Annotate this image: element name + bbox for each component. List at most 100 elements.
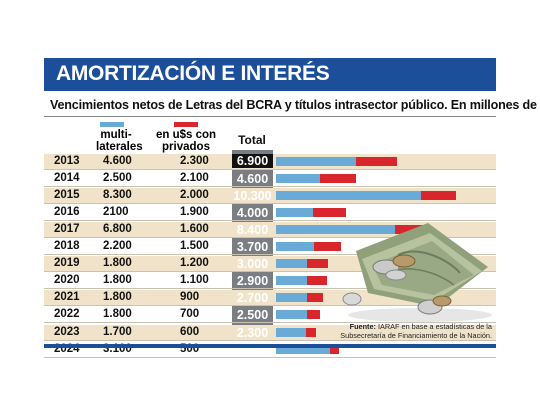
- table-row: 2017 6.800 1.600 8.400: [44, 222, 496, 239]
- row-divider: [44, 186, 496, 188]
- row-divider: [44, 169, 496, 170]
- table-row: 2013 4.600 2.300 6.900: [44, 154, 496, 170]
- year-label: 2016: [54, 206, 80, 219]
- legend-total: Total: [238, 133, 266, 147]
- bar-privados: [394, 225, 423, 235]
- year-label: 2015: [54, 189, 80, 202]
- bar-multilaterales: [276, 208, 313, 218]
- privados-value: 600: [180, 325, 200, 338]
- table-row: 2016 2100 1.900 4.000: [44, 205, 496, 222]
- year-label: 2023: [54, 325, 80, 338]
- row-divider: [44, 356, 496, 358]
- bar-privados: [307, 276, 327, 286]
- source-note: Fuente: IARAF en base a estadísticas de …: [330, 322, 492, 340]
- legend-privados-line1: en u$s con: [155, 129, 217, 141]
- row-divider: [44, 220, 496, 222]
- bar-privados: [307, 259, 329, 269]
- bar-multilaterales: [276, 327, 306, 337]
- bar-multilaterales: [276, 276, 308, 286]
- year-label: 2021: [54, 291, 80, 304]
- table-row: 2023 1.700 600 2.300: [44, 324, 496, 341]
- total-value: 2.500: [236, 308, 269, 323]
- total-value: 4.600: [236, 172, 269, 187]
- total-value: 3.000: [236, 257, 269, 272]
- bar-multilaterales: [276, 293, 308, 303]
- row-divider: [44, 305, 496, 307]
- year-label: 2013: [54, 155, 80, 167]
- multilaterales-value: 1.800: [103, 257, 132, 270]
- privados-value: 900: [180, 291, 200, 304]
- privados-value: 1.600: [180, 223, 209, 236]
- privados-value: 1.100: [180, 274, 209, 287]
- legend-multilaterales-line1: multi-: [100, 129, 132, 141]
- row-divider: [44, 339, 496, 341]
- bar-multilaterales: [276, 174, 320, 184]
- bar-multilaterales: [276, 225, 395, 235]
- privados-value: 1.900: [180, 206, 209, 219]
- bar-privados: [319, 174, 357, 184]
- money-photo: [342, 223, 492, 322]
- bar-privados: [314, 242, 341, 252]
- bottom-rule: [44, 344, 496, 348]
- multilaterales-value: 1.800: [103, 308, 132, 321]
- year-label: 2014: [54, 172, 80, 185]
- privados-value: 2.300: [180, 155, 209, 167]
- bar-privados: [307, 310, 320, 320]
- multilaterales-value: 6.800: [103, 223, 132, 236]
- total-value: 4.000: [236, 206, 269, 221]
- bar-multilaterales: [276, 259, 308, 269]
- privados-value: 1.200: [180, 257, 209, 270]
- legend-privados: en u$s con privados: [150, 129, 222, 153]
- bar-multilaterales: [276, 310, 308, 320]
- source-text: IARAF en base a estadísticas de la Subse…: [340, 322, 492, 340]
- bar-multilaterales: [276, 242, 315, 252]
- total-value: 3.700: [236, 240, 269, 255]
- row-divider: [44, 271, 496, 273]
- legend-privados-line2: privados: [162, 141, 210, 153]
- multilaterales-value: 2.500: [103, 172, 132, 185]
- table-row: 2015 8.300 2.000 10.300: [44, 188, 496, 205]
- total-value: 2.700: [236, 291, 269, 306]
- row-divider: [44, 254, 496, 256]
- chart-header: AMORTIZACIÓN E INTERÉS: [44, 58, 496, 91]
- bar-privados: [421, 191, 456, 201]
- row-divider: [44, 288, 496, 290]
- total-column-background: [232, 150, 273, 340]
- legend-multilaterales-line2: laterales: [96, 141, 143, 153]
- multilaterales-value: 2.200: [103, 240, 132, 253]
- chart-subtitle: Vencimientos netos de Letras del BCRA y …: [50, 98, 540, 112]
- legend-multilaterales: multi- laterales: [96, 129, 143, 153]
- bar-privados: [312, 208, 346, 218]
- year-label: 2019: [54, 257, 80, 270]
- subtitle-divider: [44, 116, 496, 117]
- table-row: 2014 2.500 2.100 4.600: [44, 171, 496, 188]
- multilaterales-value: 1.700: [103, 325, 132, 338]
- privados-value: 2.000: [180, 189, 209, 202]
- multilaterales-value: 4.600: [103, 155, 132, 167]
- bar-multilaterales: [276, 157, 357, 166]
- year-label: 2022: [54, 308, 80, 321]
- bar-privados: [356, 157, 397, 166]
- multilaterales-value: 1.800: [103, 291, 132, 304]
- year-label: 2017: [54, 223, 80, 236]
- source-label: Fuente:: [349, 322, 376, 331]
- multilaterales-value: 1.800: [103, 274, 132, 287]
- privados-value: 1.500: [180, 240, 209, 253]
- legend-swatch-multilaterales: [100, 122, 124, 127]
- bar-multilaterales: [276, 344, 331, 354]
- year-label: 2018: [54, 240, 80, 253]
- bar-privados: [307, 293, 324, 303]
- row-divider: [44, 322, 496, 324]
- total-value: 2.900: [236, 274, 269, 289]
- row-divider: [44, 237, 496, 239]
- bar-privados: [330, 344, 339, 354]
- privados-value: 700: [180, 308, 200, 321]
- multilaterales-value: 8.300: [103, 189, 132, 202]
- table-row: 2018 2.200 1.500 3.700: [44, 239, 496, 256]
- privados-value: 2.100: [180, 172, 209, 185]
- multilaterales-value: 2100: [103, 206, 129, 219]
- total-value: 10.300: [233, 189, 272, 204]
- table-row: 2022 1.800 700 2.500: [44, 307, 496, 324]
- legend-swatch-privados: [174, 122, 198, 127]
- row-divider: [44, 203, 496, 205]
